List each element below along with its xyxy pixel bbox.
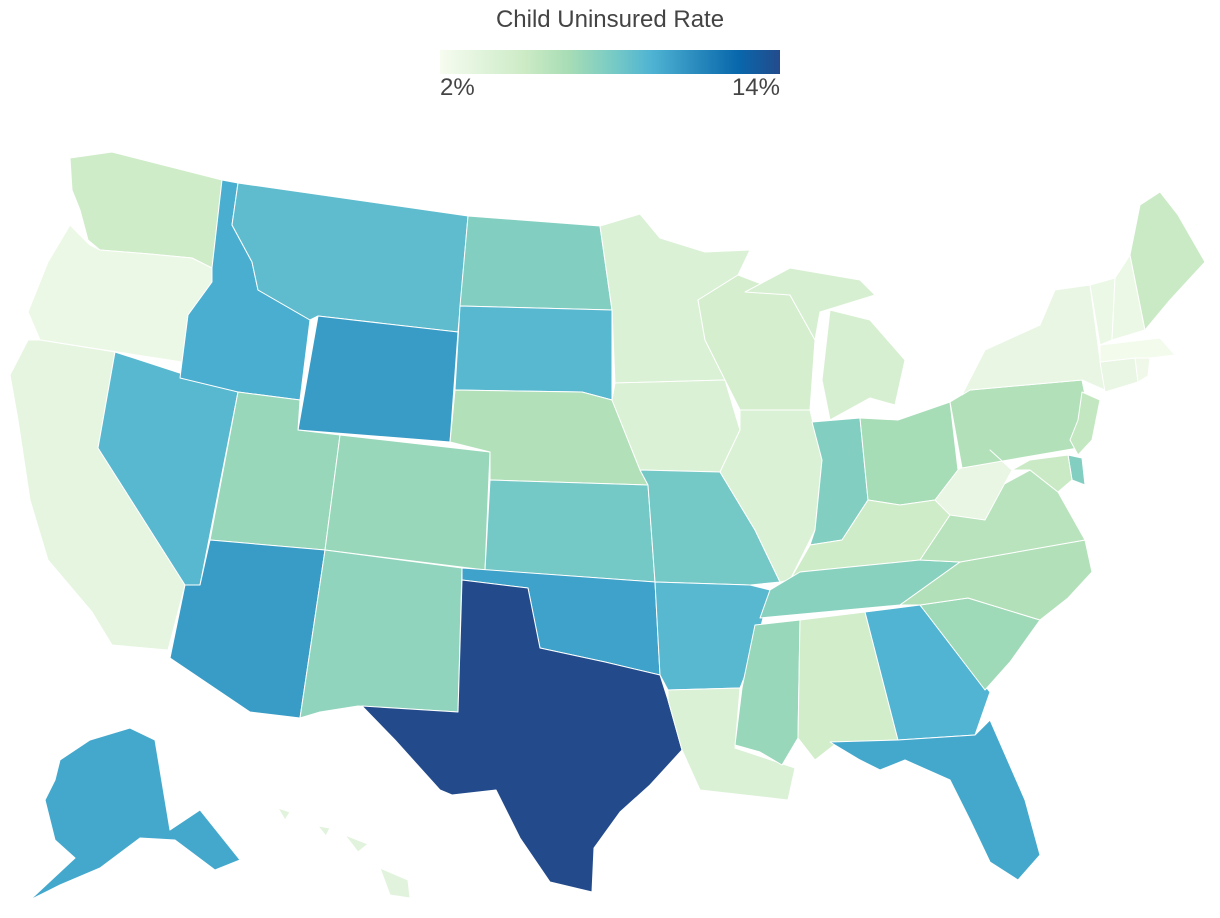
state-CT[interactable]	[1099, 357, 1139, 393]
legend-min-label: 2%	[440, 74, 475, 101]
state-MI[interactable]	[744, 267, 906, 421]
legend-max-label: 14%	[731, 74, 780, 101]
state-NJ[interactable]	[1069, 391, 1101, 456]
state-GA[interactable]	[864, 604, 991, 741]
state-ME[interactable]	[1129, 191, 1206, 331]
state-CO[interactable]	[324, 434, 491, 571]
state-NY[interactable]	[961, 284, 1106, 396]
state-TX[interactable]	[361, 579, 683, 893]
state-AK[interactable]	[29, 727, 241, 901]
chart-title: Child Uninsured Rate	[495, 6, 725, 33]
state-MA[interactable]	[1099, 337, 1176, 363]
state-NM[interactable]	[299, 549, 463, 719]
state-KS[interactable]	[484, 479, 656, 583]
state-HI[interactable]	[277, 807, 411, 899]
color-legend-bar	[440, 50, 780, 74]
state-SD[interactable]	[454, 305, 613, 401]
state-RI[interactable]	[1134, 357, 1151, 383]
state-MD[interactable]	[989, 449, 1073, 493]
state-WY[interactable]	[297, 315, 459, 443]
state-LA[interactable]	[667, 687, 796, 801]
state-ND[interactable]	[459, 215, 613, 311]
state-FL[interactable]	[829, 719, 1041, 881]
